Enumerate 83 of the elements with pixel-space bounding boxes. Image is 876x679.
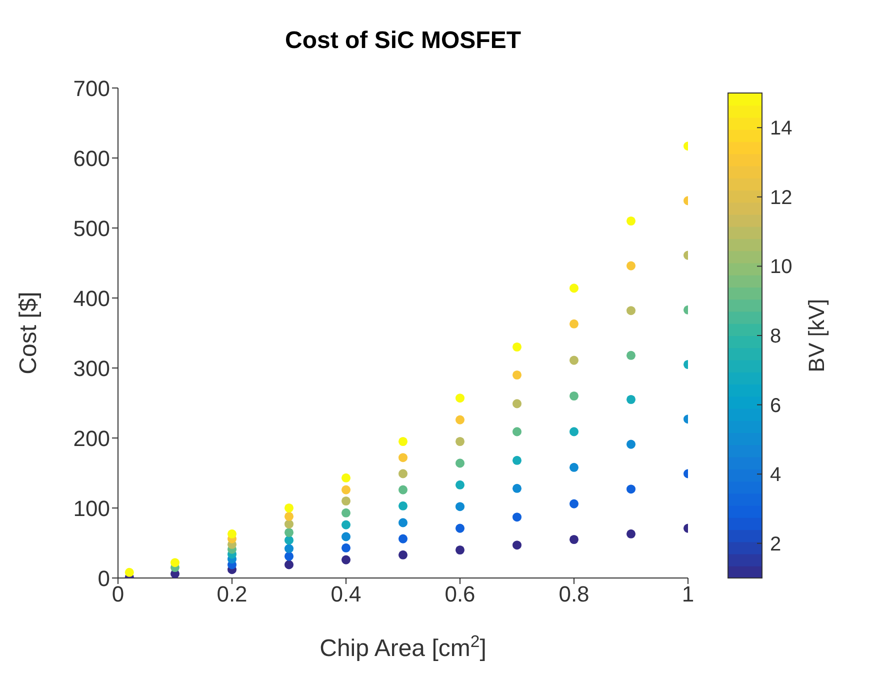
point bbox=[455, 415, 465, 424]
point bbox=[569, 534, 579, 544]
point bbox=[626, 261, 636, 270]
point bbox=[398, 436, 408, 446]
point bbox=[284, 503, 294, 513]
point bbox=[569, 462, 579, 472]
point bbox=[512, 456, 522, 465]
color-bar-label: 4 bbox=[770, 464, 782, 486]
point bbox=[455, 436, 465, 446]
x-tick-label: 0.4 bbox=[330, 582, 362, 607]
chart-title: Cost of SiC MOSFET bbox=[285, 27, 522, 54]
point bbox=[626, 306, 636, 316]
point bbox=[626, 394, 636, 404]
y-tick-label: 600 bbox=[73, 146, 110, 171]
point bbox=[455, 545, 465, 555]
point bbox=[455, 480, 465, 490]
point bbox=[284, 536, 294, 545]
point bbox=[626, 350, 636, 360]
point bbox=[284, 544, 294, 554]
y-tick-label: 700 bbox=[73, 76, 110, 101]
color-bar-label: 8 bbox=[770, 326, 782, 348]
point bbox=[341, 543, 351, 552]
point bbox=[124, 568, 134, 577]
color-bar-label: 2 bbox=[770, 533, 782, 556]
x-tick-label: 1 bbox=[682, 582, 694, 607]
point bbox=[170, 558, 180, 568]
point bbox=[341, 496, 351, 506]
point bbox=[398, 485, 408, 494]
color-bar-label: 12 bbox=[770, 186, 792, 209]
point bbox=[341, 485, 351, 494]
point bbox=[569, 356, 579, 365]
point bbox=[284, 552, 294, 561]
point bbox=[455, 458, 465, 468]
point bbox=[626, 529, 636, 538]
color-bar-label: 10 bbox=[770, 256, 792, 278]
point bbox=[569, 499, 579, 508]
point bbox=[455, 394, 465, 403]
color-bar-label: 6 bbox=[770, 394, 782, 417]
y-tick-label: 500 bbox=[73, 216, 110, 241]
point bbox=[284, 560, 294, 570]
x-tick-label: 0.2 bbox=[216, 582, 248, 607]
point bbox=[341, 473, 351, 482]
point bbox=[626, 440, 636, 449]
point bbox=[626, 484, 636, 494]
color-bar-label: 14 bbox=[770, 118, 792, 140]
point bbox=[284, 520, 294, 529]
y-tick-label: 0 bbox=[98, 566, 110, 591]
color-bar-title: BV [kV] bbox=[804, 298, 829, 372]
point bbox=[569, 427, 579, 436]
point bbox=[398, 501, 408, 510]
point bbox=[227, 529, 237, 538]
point bbox=[569, 391, 579, 401]
point bbox=[341, 555, 351, 564]
y-tick-label: 200 bbox=[73, 426, 110, 451]
point bbox=[341, 532, 351, 542]
y-axis-title: Cost [$] bbox=[15, 292, 42, 374]
x-tick-label: 0.8 bbox=[558, 582, 590, 607]
point bbox=[455, 524, 465, 533]
point bbox=[512, 512, 522, 522]
point bbox=[284, 528, 294, 538]
point bbox=[284, 512, 294, 521]
point bbox=[398, 453, 408, 462]
x-axis-title: Chip Area [cm$^{2}$] bbox=[320, 632, 486, 662]
y-tick-label: 100 bbox=[73, 496, 110, 521]
x-tick-label: 0.6 bbox=[444, 582, 476, 607]
point bbox=[569, 284, 579, 293]
point bbox=[398, 469, 408, 478]
point bbox=[512, 484, 522, 493]
point bbox=[398, 534, 408, 544]
y-tick-label: 400 bbox=[73, 286, 110, 311]
point bbox=[398, 550, 408, 560]
point bbox=[512, 427, 522, 436]
y-tick-label: 300 bbox=[73, 356, 110, 381]
point bbox=[341, 520, 351, 530]
point bbox=[512, 370, 522, 380]
point bbox=[512, 399, 522, 408]
point bbox=[569, 319, 579, 328]
point bbox=[398, 518, 408, 528]
point bbox=[455, 502, 465, 512]
point bbox=[626, 216, 636, 226]
point bbox=[341, 508, 351, 518]
point bbox=[512, 540, 522, 550]
point bbox=[512, 342, 522, 352]
